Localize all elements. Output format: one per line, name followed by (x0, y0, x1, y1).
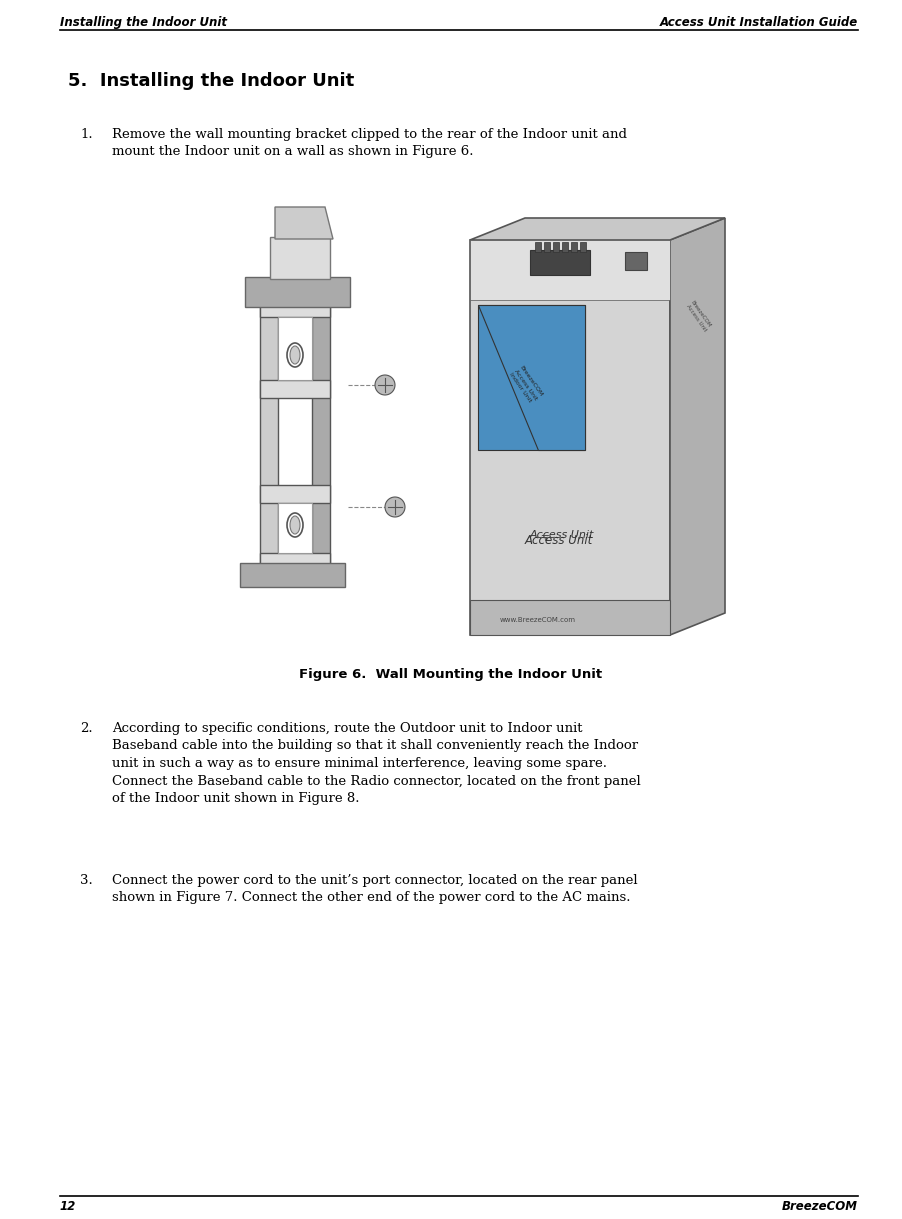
Polygon shape (553, 243, 559, 252)
Polygon shape (530, 250, 590, 275)
Polygon shape (278, 317, 312, 380)
Polygon shape (260, 295, 330, 317)
Polygon shape (470, 600, 670, 635)
Polygon shape (312, 295, 330, 575)
Text: Installing the Indoor Unit: Installing the Indoor Unit (60, 16, 227, 29)
Ellipse shape (290, 516, 300, 534)
Polygon shape (470, 218, 725, 240)
Text: BreezeCOM
Access Unit: BreezeCOM Access Unit (685, 300, 712, 332)
Text: 2.: 2. (80, 722, 93, 735)
Polygon shape (562, 243, 568, 252)
Text: 3.: 3. (80, 874, 93, 887)
Text: Connect the power cord to the unit’s port connector, located on the rear panel
s: Connect the power cord to the unit’s por… (112, 874, 638, 904)
Polygon shape (260, 295, 278, 575)
Polygon shape (670, 218, 725, 635)
Text: Access Unit: Access Unit (525, 534, 594, 546)
Text: BreezeCOM
Access Unit
Indoor Unit: BreezeCOM Access Unit Indoor Unit (508, 364, 543, 405)
Polygon shape (478, 305, 585, 450)
Polygon shape (535, 243, 541, 252)
Polygon shape (260, 380, 330, 397)
Circle shape (385, 497, 405, 517)
Polygon shape (571, 243, 577, 252)
Ellipse shape (287, 343, 303, 367)
Polygon shape (470, 240, 670, 300)
Polygon shape (580, 243, 586, 252)
Text: Figure 6.  Wall Mounting the Indoor Unit: Figure 6. Wall Mounting the Indoor Unit (299, 668, 603, 681)
Text: According to specific conditions, route the Outdoor unit to Indoor unit
Baseband: According to specific conditions, route … (112, 722, 640, 805)
Text: Acc̶̥ess Unit: Acc̶̥ess Unit (530, 529, 594, 540)
Polygon shape (470, 240, 670, 635)
FancyBboxPatch shape (625, 252, 647, 269)
Polygon shape (270, 236, 330, 279)
Text: Access Unit Installation Guide: Access Unit Installation Guide (659, 16, 858, 29)
Polygon shape (240, 563, 345, 588)
Text: BreezeCOM: BreezeCOM (782, 1199, 858, 1213)
Circle shape (375, 375, 395, 395)
Polygon shape (275, 207, 333, 239)
Polygon shape (478, 305, 585, 450)
Polygon shape (245, 277, 350, 307)
Polygon shape (544, 243, 550, 252)
Text: 12: 12 (60, 1199, 77, 1213)
Ellipse shape (287, 513, 303, 538)
Polygon shape (260, 553, 330, 575)
Text: 5.  Installing the Indoor Unit: 5. Installing the Indoor Unit (68, 72, 354, 90)
Text: Remove the wall mounting bracket clipped to the rear of the Indoor unit and
moun: Remove the wall mounting bracket clipped… (112, 128, 627, 158)
Text: 1.: 1. (80, 128, 93, 141)
Text: www.BreezeCOM.com: www.BreezeCOM.com (500, 617, 576, 623)
Polygon shape (260, 485, 330, 503)
Polygon shape (278, 503, 312, 553)
Ellipse shape (290, 346, 300, 364)
